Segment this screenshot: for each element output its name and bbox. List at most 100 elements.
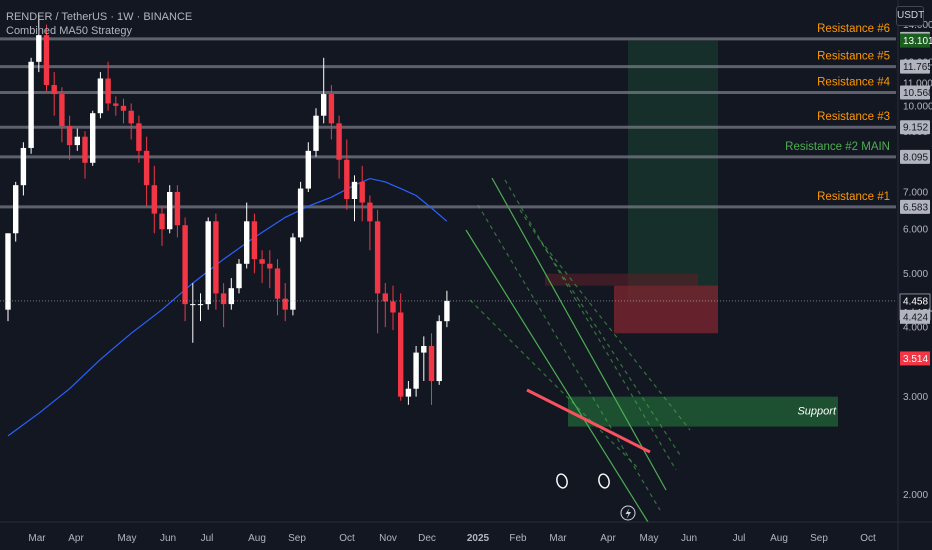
x-tick-label: Apr: [68, 533, 84, 544]
candle-body: [359, 181, 365, 203]
candle-body: [13, 185, 19, 234]
price-tag: 11.765: [903, 62, 932, 73]
candle-body: [20, 147, 27, 186]
candle-body: [444, 300, 450, 322]
candle-body: [236, 263, 242, 289]
candle-body: [259, 259, 265, 264]
price-tag-bg: [900, 59, 930, 74]
candle-body: [28, 61, 34, 148]
x-tick-label: Jul: [733, 533, 746, 544]
candle-body: [244, 221, 250, 264]
candle-body: [405, 388, 412, 397]
candle-body: [90, 113, 96, 163]
price-tag-bg: [900, 149, 930, 164]
price-tag: 6.583: [903, 202, 928, 213]
candle-body: [436, 321, 442, 382]
y-tick-label: 5.000: [903, 269, 928, 280]
candle-body: [282, 298, 288, 310]
open-tag: 4.424: [903, 312, 928, 323]
candle-body: [220, 293, 227, 305]
candle-body: [413, 352, 419, 389]
x-tick-label: Oct: [860, 533, 876, 544]
time-axis[interactable]: Mar Apr May Jun Jul Aug Sep Oct Nov Dec 2025 Feb Mar…: [0, 521, 932, 544]
resistance-label: Resistance #5: [817, 51, 890, 63]
resistance-label: Resistance #2 MAIN: [785, 141, 890, 153]
candle-body: [428, 345, 435, 382]
candle-body: [297, 188, 304, 238]
y-tick-label: 2.000: [903, 490, 928, 501]
candle-body: [136, 123, 142, 151]
candle-body: [182, 225, 188, 305]
x-tick-label: Feb: [509, 533, 527, 544]
x-tick-label: Aug: [248, 533, 266, 544]
y-tick-label: 11.000: [903, 78, 932, 89]
candle-body: [82, 136, 88, 163]
x-tick-label: Oct: [339, 533, 355, 544]
take-profit-zone: [628, 40, 718, 303]
candle-body: [421, 345, 427, 353]
x-tick-label: Sep: [810, 533, 828, 544]
candle-body: [305, 150, 311, 189]
candle-body: [43, 35, 50, 86]
candle-body: [290, 237, 296, 310]
currency-button[interactable]: USDT: [896, 6, 924, 26]
x-tick-label: Sep: [288, 533, 306, 544]
current-price: 4.458: [903, 296, 928, 307]
candle-body: [190, 304, 196, 306]
candle-body: [113, 103, 119, 106]
x-tick-label: Aug: [770, 533, 788, 544]
strategy-name: Combined MA50 Strategy: [6, 25, 132, 37]
price-tag: 8.095: [903, 152, 928, 163]
x-tick-label: Mar: [549, 533, 567, 544]
price-tag-bg: [900, 120, 930, 135]
x-tick-label: Nov: [379, 533, 397, 544]
target-tag: 13.101: [903, 36, 932, 47]
candle-body: [313, 115, 319, 151]
candlesticks: [5, 14, 450, 405]
zones: Support: [545, 40, 838, 427]
candle-body: [367, 202, 373, 222]
candle-body: [5, 233, 11, 310]
open-tag-bg: [900, 309, 930, 324]
annotations: [0, 300, 896, 521]
y-tick-label: 3.000: [903, 392, 928, 403]
descending-channel: [465, 177, 691, 523]
price-axis[interactable]: 14.00012.00011.00010.0009.0008.0007.0006…: [897, 0, 932, 550]
candle-body: [344, 159, 350, 199]
x-tick-label: Jun: [681, 533, 697, 544]
candle-body: [105, 78, 111, 104]
stop-loss-zone: [614, 285, 718, 334]
x-tick-label: Mar: [28, 533, 46, 544]
candle-body: [390, 301, 396, 313]
candle-body: [128, 110, 134, 124]
chart-title: RENDER / TetherUS · 1W · BINANCE: [6, 11, 193, 23]
candle-body: [213, 221, 219, 294]
resistance-label: Resistance #6: [817, 23, 890, 35]
x-tick-label: Apr: [600, 533, 616, 544]
candle-body: [151, 185, 157, 214]
candle-body: [51, 85, 57, 95]
candle-body: [267, 263, 273, 269]
channel-line: [539, 239, 691, 431]
candle-body: [228, 288, 234, 305]
y-tick-label: 7.000: [903, 187, 928, 198]
candle-body: [251, 221, 258, 260]
channel-line: [465, 229, 649, 523]
x-tick-label: 2025: [467, 533, 490, 544]
resistance-label: Resistance #3: [817, 111, 890, 123]
x-tick-label: Jun: [160, 533, 176, 544]
x-tick-label: Dec: [418, 533, 436, 544]
channel-line: [504, 179, 677, 471]
target-tag-bg: [900, 33, 930, 48]
bottom-marker-icon: [556, 473, 568, 489]
candle-body: [66, 125, 73, 146]
channel-line: [469, 299, 641, 471]
ma50-series-line: [7, 177, 448, 437]
candle-body: [274, 268, 281, 299]
x-tick-label: Jul: [201, 533, 214, 544]
candle-body: [74, 136, 80, 146]
candle-body: [120, 105, 127, 111]
candle-body: [336, 123, 342, 160]
candle-body: [143, 150, 150, 186]
